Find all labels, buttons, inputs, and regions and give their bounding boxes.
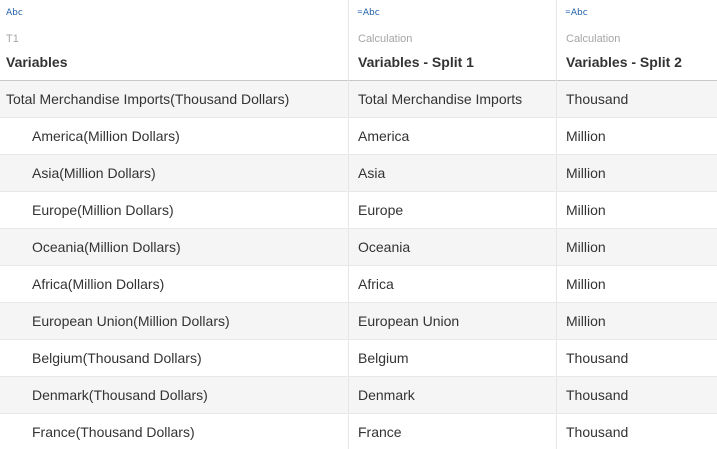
cell-split-2[interactable]: Thousand xyxy=(566,424,629,440)
cell-variables[interactable]: Asia(Million Dollars) xyxy=(0,155,349,191)
cell-split-2[interactable]: Million xyxy=(566,202,606,218)
table-row[interactable]: Asia(Million Dollars) Asia Million xyxy=(0,155,717,192)
table-row[interactable]: Denmark(Thousand Dollars) Denmark Thousand xyxy=(0,377,717,414)
cell-split-1[interactable]: Asia xyxy=(349,155,557,191)
grid-header: Abc T1 Variables =Abc Calculation Variab… xyxy=(0,0,717,81)
cell-split-1[interactable]: Total Merchandise Imports xyxy=(349,81,557,117)
cell-variables[interactable]: America(Million Dollars) xyxy=(0,118,349,154)
cell-variables[interactable]: Total Merchandise Imports(Thousand Dolla… xyxy=(0,81,349,117)
cell-split-2[interactable]: Million xyxy=(566,276,606,292)
cell-variables[interactable]: Denmark(Thousand Dollars) xyxy=(0,377,349,413)
table-row[interactable]: Africa(Million Dollars) Africa Million xyxy=(0,266,717,303)
table-row[interactable]: America(Million Dollars) America Million xyxy=(0,118,717,155)
column-origin: Calculation xyxy=(566,33,621,45)
cell-split-2[interactable]: Million xyxy=(566,128,606,144)
column-header-variables[interactable]: Abc T1 Variables xyxy=(0,0,349,81)
table-row[interactable]: Belgium(Thousand Dollars) Belgium Thousand xyxy=(0,340,717,377)
calculated-string-type-icon[interactable]: =Abc xyxy=(357,8,380,18)
string-type-icon[interactable]: Abc xyxy=(6,8,23,18)
column-header-split-1[interactable]: =Abc Calculation Variables - Split 1 xyxy=(349,0,557,81)
cell-split-1[interactable]: Oceania xyxy=(349,229,557,265)
table-row[interactable]: Total Merchandise Imports(Thousand Dolla… xyxy=(0,81,717,118)
cell-variables[interactable]: Belgium(Thousand Dollars) xyxy=(0,340,349,376)
cell-split-2[interactable]: Thousand xyxy=(566,350,629,366)
cell-split-1[interactable]: Belgium xyxy=(349,340,557,376)
cell-split-2[interactable]: Million xyxy=(566,313,606,329)
cell-split-1[interactable]: European Union xyxy=(349,303,557,339)
cell-split-2[interactable]: Thousand xyxy=(566,91,629,107)
cell-split-2[interactable]: Thousand xyxy=(566,387,629,403)
cell-split-2[interactable]: Million xyxy=(566,239,606,255)
cell-split-1[interactable]: Africa xyxy=(349,266,557,302)
column-origin: Calculation xyxy=(358,33,413,45)
cell-split-2[interactable]: Million xyxy=(566,165,606,181)
cell-split-1[interactable]: Europe xyxy=(349,192,557,228)
grid-body: Total Merchandise Imports(Thousand Dolla… xyxy=(0,81,717,449)
cell-variables[interactable]: France(Thousand Dollars) xyxy=(0,414,349,449)
table-row[interactable]: France(Thousand Dollars) France Thousand xyxy=(0,414,717,449)
table-row[interactable]: European Union(Million Dollars) European … xyxy=(0,303,717,340)
column-name: Variables xyxy=(6,54,68,70)
table-row[interactable]: Oceania(Million Dollars) Oceania Million xyxy=(0,229,717,266)
column-origin: T1 xyxy=(6,33,19,45)
cell-split-1[interactable]: France xyxy=(349,414,557,449)
calculated-string-type-icon[interactable]: =Abc xyxy=(565,8,588,18)
cell-variables[interactable]: Oceania(Million Dollars) xyxy=(0,229,349,265)
calculation-marker-icon: = xyxy=(565,8,571,16)
type-label: Abc xyxy=(362,8,380,18)
cell-variables[interactable]: Europe(Million Dollars) xyxy=(0,192,349,228)
cell-variables[interactable]: Africa(Million Dollars) xyxy=(0,266,349,302)
cell-split-1[interactable]: America xyxy=(349,118,557,154)
column-name: Variables - Split 2 xyxy=(566,54,682,70)
column-name: Variables - Split 1 xyxy=(358,54,474,70)
cell-variables[interactable]: European Union(Million Dollars) xyxy=(0,303,349,339)
cell-split-1[interactable]: Denmark xyxy=(349,377,557,413)
table-row[interactable]: Europe(Million Dollars) Europe Million xyxy=(0,192,717,229)
calculation-marker-icon: = xyxy=(357,8,363,16)
column-header-split-2[interactable]: =Abc Calculation Variables - Split 2 xyxy=(557,0,717,81)
type-label: Abc xyxy=(570,8,588,18)
